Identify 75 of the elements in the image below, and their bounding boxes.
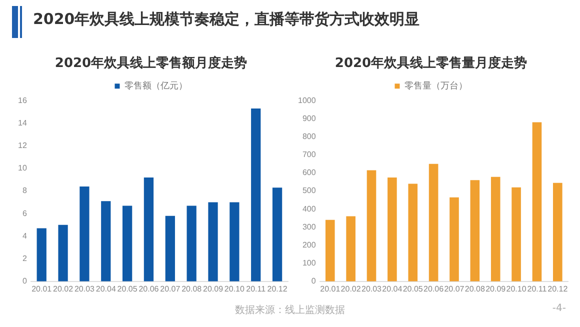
bar [36, 228, 46, 282]
bar [388, 177, 397, 282]
bar [346, 216, 356, 282]
bar [366, 170, 376, 282]
bar [512, 187, 521, 282]
x-tick-label: 20.01 [32, 284, 52, 294]
text: -4- [552, 303, 566, 314]
text: 2020年炊具线上规模节奏稳定，直播等带货方式收效明显 [33, 10, 420, 29]
x-tick-label: 20.09 [202, 284, 224, 294]
bar [80, 186, 90, 282]
bar [272, 188, 282, 282]
y-tick-label: 6 [22, 208, 28, 218]
y-tick-label: 8 [22, 186, 28, 196]
bar [58, 224, 68, 282]
bar [144, 177, 154, 282]
y-tick-label: 14 [18, 118, 28, 128]
x-tick-label: 20.12 [267, 284, 288, 294]
bar [208, 202, 218, 282]
source-note: 数据来源：线上监测数据 [235, 305, 345, 316]
bar [450, 197, 459, 282]
bar [122, 206, 132, 282]
bar [186, 206, 196, 282]
legend-label: 零售额（亿元） [124, 80, 188, 91]
bar [553, 182, 562, 282]
y-tick-label: 900 [302, 114, 316, 123]
y-tick-label: 10 [18, 164, 28, 173]
x-tick-label: 20.11 [246, 284, 266, 294]
x-tick-label: 20.10 [506, 284, 527, 294]
chart-title: 2020年炊具线上零售量月度走势 [334, 55, 528, 72]
y-tick-label: 100 [302, 258, 316, 268]
y-tick-label: 400 [302, 204, 316, 214]
x-tick-label: 20.05 [402, 284, 424, 294]
x-tick-label: 20.05 [117, 284, 138, 294]
y-tick-label: 300 [302, 222, 316, 232]
y-tick-label: 12 [18, 141, 28, 150]
x-tick-label: 20.03 [361, 284, 382, 294]
x-tick-label: 20.03 [74, 284, 96, 294]
bar [165, 216, 175, 282]
y-tick-label: 500 [302, 186, 316, 196]
x-tick-label: 20.08 [464, 284, 486, 294]
bar [251, 108, 261, 282]
x-tick-label: 20.06 [138, 284, 160, 294]
x-tick-label: 20.07 [444, 284, 465, 294]
y-tick-label: 700 [302, 150, 316, 160]
y-tick-label: 4 [22, 231, 28, 240]
y-tick-label: 1000 [298, 96, 316, 105]
x-tick-label: 20.02 [340, 284, 362, 294]
x-tick-label: 20.08 [182, 284, 202, 294]
bar [490, 176, 500, 282]
y-tick-label: 0 [311, 276, 316, 286]
y-tick-label: 2 [22, 254, 28, 264]
x-tick-label: 20.02 [53, 284, 74, 294]
x-tick-label: 20.10 [224, 284, 245, 294]
y-tick-label: 600 [302, 168, 316, 178]
bar [408, 184, 418, 282]
legend-label: 零售量（万台） [404, 80, 468, 91]
bar [532, 122, 542, 282]
y-tick-label: 200 [302, 240, 316, 250]
x-tick-label: 20.09 [486, 284, 506, 294]
chart-title: 2020年炊具线上零售额月度走势 [54, 55, 248, 72]
x-tick-label: 20.01 [320, 284, 341, 294]
y-tick-label: 800 [302, 132, 316, 141]
x-tick-label: 20.11 [527, 284, 548, 294]
x-tick-label: 20.07 [160, 284, 181, 294]
x-tick-label: 20.06 [424, 284, 444, 294]
x-tick-label: 20.12 [548, 284, 568, 294]
x-tick-label: 20.04 [382, 284, 403, 294]
bar [101, 201, 111, 282]
bar [470, 180, 480, 282]
bar [325, 220, 335, 282]
bar [230, 202, 240, 282]
bar [428, 164, 438, 282]
y-tick-label: 0 [22, 276, 28, 286]
x-tick-label: 20.04 [96, 284, 116, 294]
y-tick-label: 16 [18, 96, 28, 105]
